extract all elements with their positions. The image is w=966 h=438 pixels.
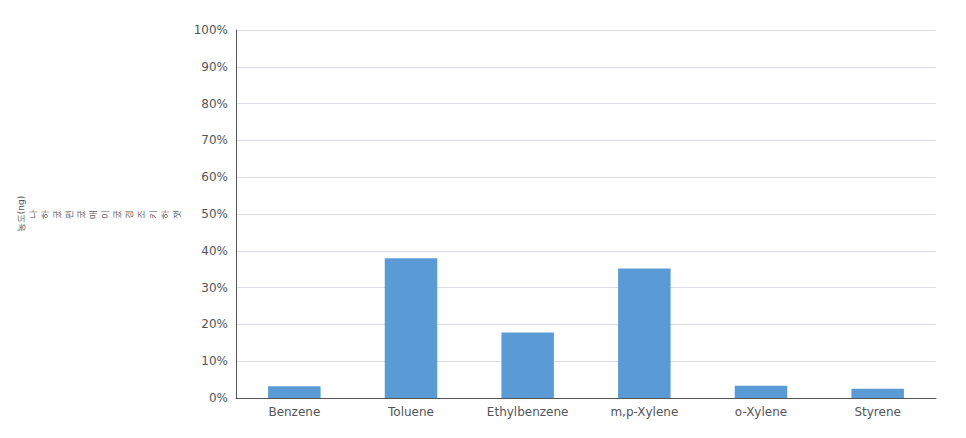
svg-text:70%: 70% xyxy=(201,133,228,147)
svg-text:농도(ng): 농도(ng) xyxy=(16,196,26,232)
svg-text:80%: 80% xyxy=(201,97,228,111)
svg-text:30%: 30% xyxy=(201,281,228,295)
svg-text:하: 하 xyxy=(160,210,170,219)
svg-text:40%: 40% xyxy=(201,244,228,258)
svg-text:편: 편 xyxy=(64,210,74,219)
svg-text:20%: 20% xyxy=(201,317,228,331)
svg-text:Benzene: Benzene xyxy=(268,405,320,419)
svg-text:매: 매 xyxy=(88,210,98,219)
svg-text:60%: 60% xyxy=(201,170,228,184)
svg-text:90%: 90% xyxy=(201,60,228,74)
svg-text:키: 키 xyxy=(148,210,158,219)
svg-text:조: 조 xyxy=(136,210,146,219)
svg-text:이: 이 xyxy=(100,210,110,219)
svg-text:경: 경 xyxy=(124,210,134,219)
svg-text:잿: 잿 xyxy=(172,210,182,219)
svg-text:100%: 100% xyxy=(194,23,228,37)
svg-text:m,p-Xylene: m,p-Xylene xyxy=(610,405,678,419)
svg-text:50%: 50% xyxy=(201,207,228,221)
svg-text:궀: 궀 xyxy=(52,210,62,219)
svg-text:o-Xylene: o-Xylene xyxy=(735,405,787,419)
svg-text:궀: 궀 xyxy=(76,210,86,219)
svg-text:Styrene: Styrene xyxy=(854,405,900,419)
svg-text:궀: 궀 xyxy=(112,210,122,219)
svg-text:하: 하 xyxy=(40,210,50,219)
svg-text:0%: 0% xyxy=(209,391,228,405)
svg-text:Toluene: Toluene xyxy=(387,405,434,419)
svg-text:10%: 10% xyxy=(201,354,228,368)
svg-text:Ethylbenzene: Ethylbenzene xyxy=(487,405,569,419)
svg-text:나: 나 xyxy=(28,210,38,219)
